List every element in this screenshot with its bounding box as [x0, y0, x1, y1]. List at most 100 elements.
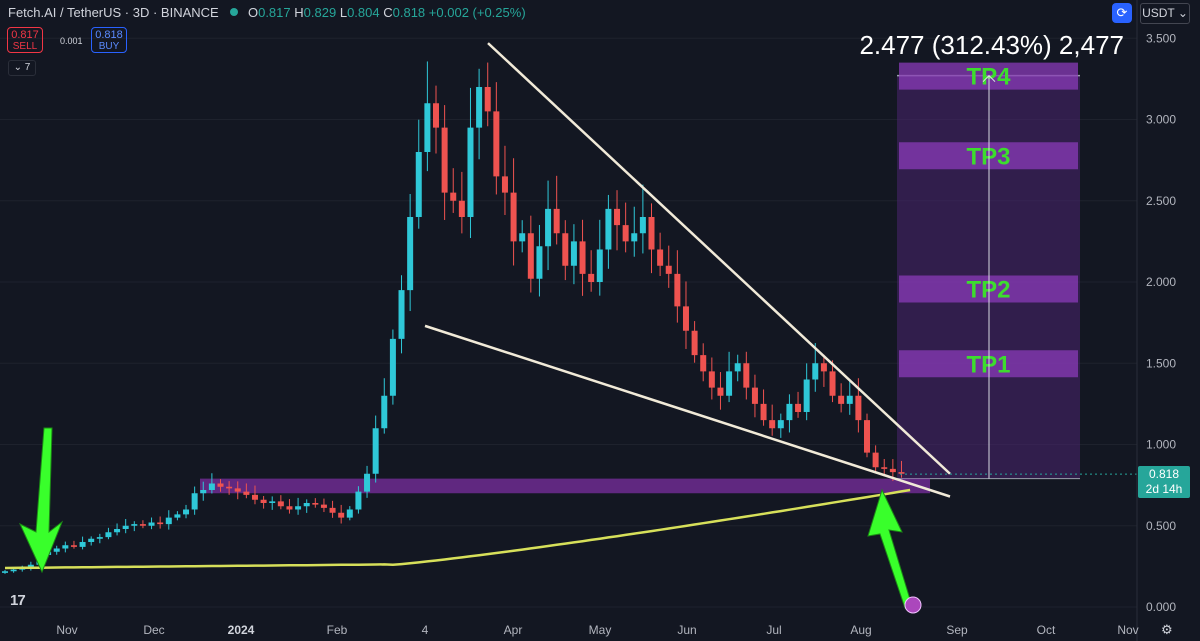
x-tick-label: May: [589, 623, 612, 637]
candle-body: [545, 208, 552, 247]
candle-body: [251, 494, 258, 500]
candle-body: [27, 564, 34, 568]
lightning-icon: [904, 596, 922, 614]
candle-body: [105, 532, 112, 538]
candle-body: [493, 111, 500, 177]
x-tick-label: Sep: [946, 623, 968, 637]
symbol-title[interactable]: Fetch.AI / TetherUS · 3D · BINANCE: [8, 5, 219, 20]
x-tick-label: 4: [422, 623, 429, 637]
candle-body: [139, 524, 146, 526]
chevron-down-icon: ⌄: [1177, 6, 1188, 20]
moving-average-line: [4, 488, 911, 570]
candle-body: [174, 514, 181, 518]
y-tick-label: 3.000: [1146, 113, 1176, 127]
candle-body: [682, 306, 689, 331]
candle-body: [277, 501, 284, 507]
grid: [0, 37, 1137, 608]
down-arrow-icon: [18, 427, 64, 574]
y-tick-label: 1.500: [1146, 356, 1176, 370]
candle-body: [519, 233, 526, 242]
candle-body: [639, 217, 646, 234]
open-value: 0.817: [258, 5, 291, 20]
candle-body: [10, 569, 17, 572]
candle-body: [131, 524, 138, 526]
candle-body: [588, 273, 595, 282]
measure-arrow-icon: [982, 74, 996, 82]
x-tick-label: Nov: [56, 623, 77, 637]
candle-body: [96, 537, 103, 539]
candle-body: [803, 379, 810, 412]
candle-body: [372, 428, 379, 474]
candle-body: [53, 548, 60, 552]
candle-body: [234, 488, 241, 492]
y-tick-label: 2.500: [1146, 194, 1176, 208]
overlay: [18, 42, 1137, 614]
indicator-count: 7: [24, 62, 31, 73]
candle-body: [838, 395, 845, 404]
tradingview-logo[interactable]: 17: [10, 592, 26, 609]
candle-body: [381, 395, 388, 429]
candle-body: [114, 529, 121, 533]
x-tick-label: Feb: [327, 623, 348, 637]
candle-body: [700, 355, 707, 372]
candle-body: [605, 208, 612, 250]
candle-body: [760, 403, 767, 421]
candle-body: [243, 491, 250, 495]
gear-icon[interactable]: ⚙: [1161, 622, 1173, 637]
candle-body: [200, 490, 207, 494]
candle-body: [364, 473, 371, 492]
candle-body: [346, 509, 353, 518]
sync-icon[interactable]: ⟳: [1112, 3, 1132, 23]
buy-button[interactable]: 0.818 BUY: [91, 27, 127, 53]
measure-label: 2.477 (312.43%) 2,477: [859, 30, 1124, 60]
candle-body: [441, 127, 448, 193]
currency-select[interactable]: USDT ⌄: [1140, 3, 1190, 24]
candle-body: [329, 507, 336, 513]
x-tick-label: Jun: [677, 623, 696, 637]
candle-body: [786, 403, 793, 421]
candle-body: [864, 420, 870, 453]
candle-body: [691, 330, 698, 356]
candle-body: [476, 87, 483, 128]
candle-body: [88, 538, 95, 542]
y-tick-label: 2.000: [1146, 275, 1176, 289]
candle-body: [726, 371, 733, 396]
candle-body: [622, 225, 629, 242]
candle-body: [898, 472, 905, 474]
candle-body: [424, 103, 431, 152]
candle-body: [579, 241, 586, 274]
candle-body: [191, 493, 198, 510]
x-tick-label: 2024: [228, 623, 255, 637]
candle-body: [79, 542, 86, 547]
candle-body: [562, 233, 569, 266]
close-value: 0.818: [392, 5, 426, 20]
sell-button[interactable]: 0.817 SELL: [7, 27, 43, 53]
candle-body: [596, 249, 603, 282]
candle-body: [286, 506, 293, 510]
candle-body: [795, 403, 802, 412]
candle-body: [553, 208, 560, 234]
candle-body: [320, 504, 327, 508]
wedge-upper-line: [487, 42, 951, 475]
candle-body: [812, 363, 819, 380]
indicator-toggle[interactable]: ⌄ 7: [8, 60, 36, 76]
market-status-icon: [230, 8, 239, 16]
bar-countdown: 2d 14h: [1145, 482, 1183, 496]
candle-body: [846, 395, 853, 404]
candle-body: [70, 545, 77, 547]
candle-body: [312, 503, 319, 505]
last-price-tag: 0.818 2d 14h: [1138, 466, 1190, 498]
y-axis: 0.000 0.500 1.000 1.500 2.000 2.500 3.000 3.500: [1136, 0, 1176, 641]
candle-body: [614, 208, 621, 226]
candle-body: [398, 290, 405, 339]
candle-body: [743, 363, 750, 388]
currency-label: USDT: [1142, 6, 1175, 20]
wedge-lower-line: [424, 324, 951, 498]
y-tick-label: 0.000: [1146, 600, 1176, 614]
sell-price: 0.817: [11, 29, 39, 41]
candle-body: [260, 499, 267, 503]
candle-body: [157, 522, 164, 525]
candle-body: [269, 501, 276, 503]
sell-label: SELL: [12, 41, 38, 52]
